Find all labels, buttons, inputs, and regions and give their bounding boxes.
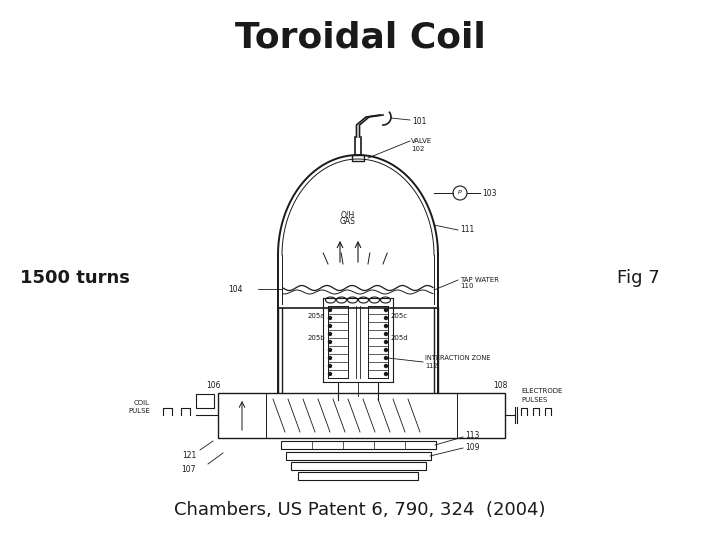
Text: Fig 7: Fig 7 <box>616 269 660 287</box>
Text: O/H: O/H <box>341 211 355 219</box>
Bar <box>298 472 418 480</box>
Text: 102: 102 <box>411 146 424 152</box>
Text: GAS: GAS <box>340 218 356 226</box>
Circle shape <box>384 325 387 327</box>
Text: 107: 107 <box>181 465 196 475</box>
Circle shape <box>328 308 331 312</box>
Circle shape <box>384 333 387 335</box>
Circle shape <box>328 316 331 320</box>
Text: 121: 121 <box>181 451 196 461</box>
Text: 108: 108 <box>492 381 507 390</box>
Text: 113: 113 <box>465 431 480 441</box>
Circle shape <box>384 364 387 368</box>
Text: 103: 103 <box>482 190 497 199</box>
Bar <box>281 441 436 449</box>
Bar <box>196 394 214 408</box>
Text: 106: 106 <box>206 381 220 390</box>
Bar <box>352 155 364 161</box>
Bar <box>291 462 426 470</box>
Text: COIL: COIL <box>134 400 150 406</box>
Circle shape <box>328 356 331 360</box>
Text: 109: 109 <box>465 442 480 451</box>
Text: 1500 turns: 1500 turns <box>20 269 130 287</box>
Circle shape <box>384 356 387 360</box>
Circle shape <box>384 308 387 312</box>
Text: PULSES: PULSES <box>521 397 547 403</box>
Text: VALVE: VALVE <box>411 138 432 144</box>
Text: 205c: 205c <box>391 313 408 319</box>
Circle shape <box>328 333 331 335</box>
Text: 205b: 205b <box>307 335 325 341</box>
Text: TAP WATER: TAP WATER <box>460 277 499 283</box>
Text: Toroidal Coil: Toroidal Coil <box>235 21 485 55</box>
Circle shape <box>328 348 331 352</box>
Text: 112: 112 <box>425 363 438 369</box>
Text: 205a: 205a <box>307 313 325 319</box>
Circle shape <box>328 325 331 327</box>
Circle shape <box>328 341 331 343</box>
Bar <box>286 452 431 460</box>
Circle shape <box>384 348 387 352</box>
Text: PULSE: PULSE <box>128 408 150 414</box>
Text: INTERACTION ZONE: INTERACTION ZONE <box>425 355 490 361</box>
Circle shape <box>328 373 331 375</box>
Text: 111: 111 <box>460 226 474 234</box>
Text: 101: 101 <box>412 117 426 125</box>
Text: P: P <box>458 191 462 195</box>
Bar <box>218 393 505 438</box>
Text: ELECTRODE: ELECTRODE <box>521 388 562 394</box>
Text: 110: 110 <box>460 283 474 289</box>
Text: Chambers, US Patent 6, 790, 324  (2004): Chambers, US Patent 6, 790, 324 (2004) <box>174 501 546 519</box>
Text: 104: 104 <box>228 285 243 294</box>
Circle shape <box>384 316 387 320</box>
Text: 205d: 205d <box>391 335 409 341</box>
Circle shape <box>384 341 387 343</box>
Circle shape <box>384 373 387 375</box>
Circle shape <box>328 364 331 368</box>
